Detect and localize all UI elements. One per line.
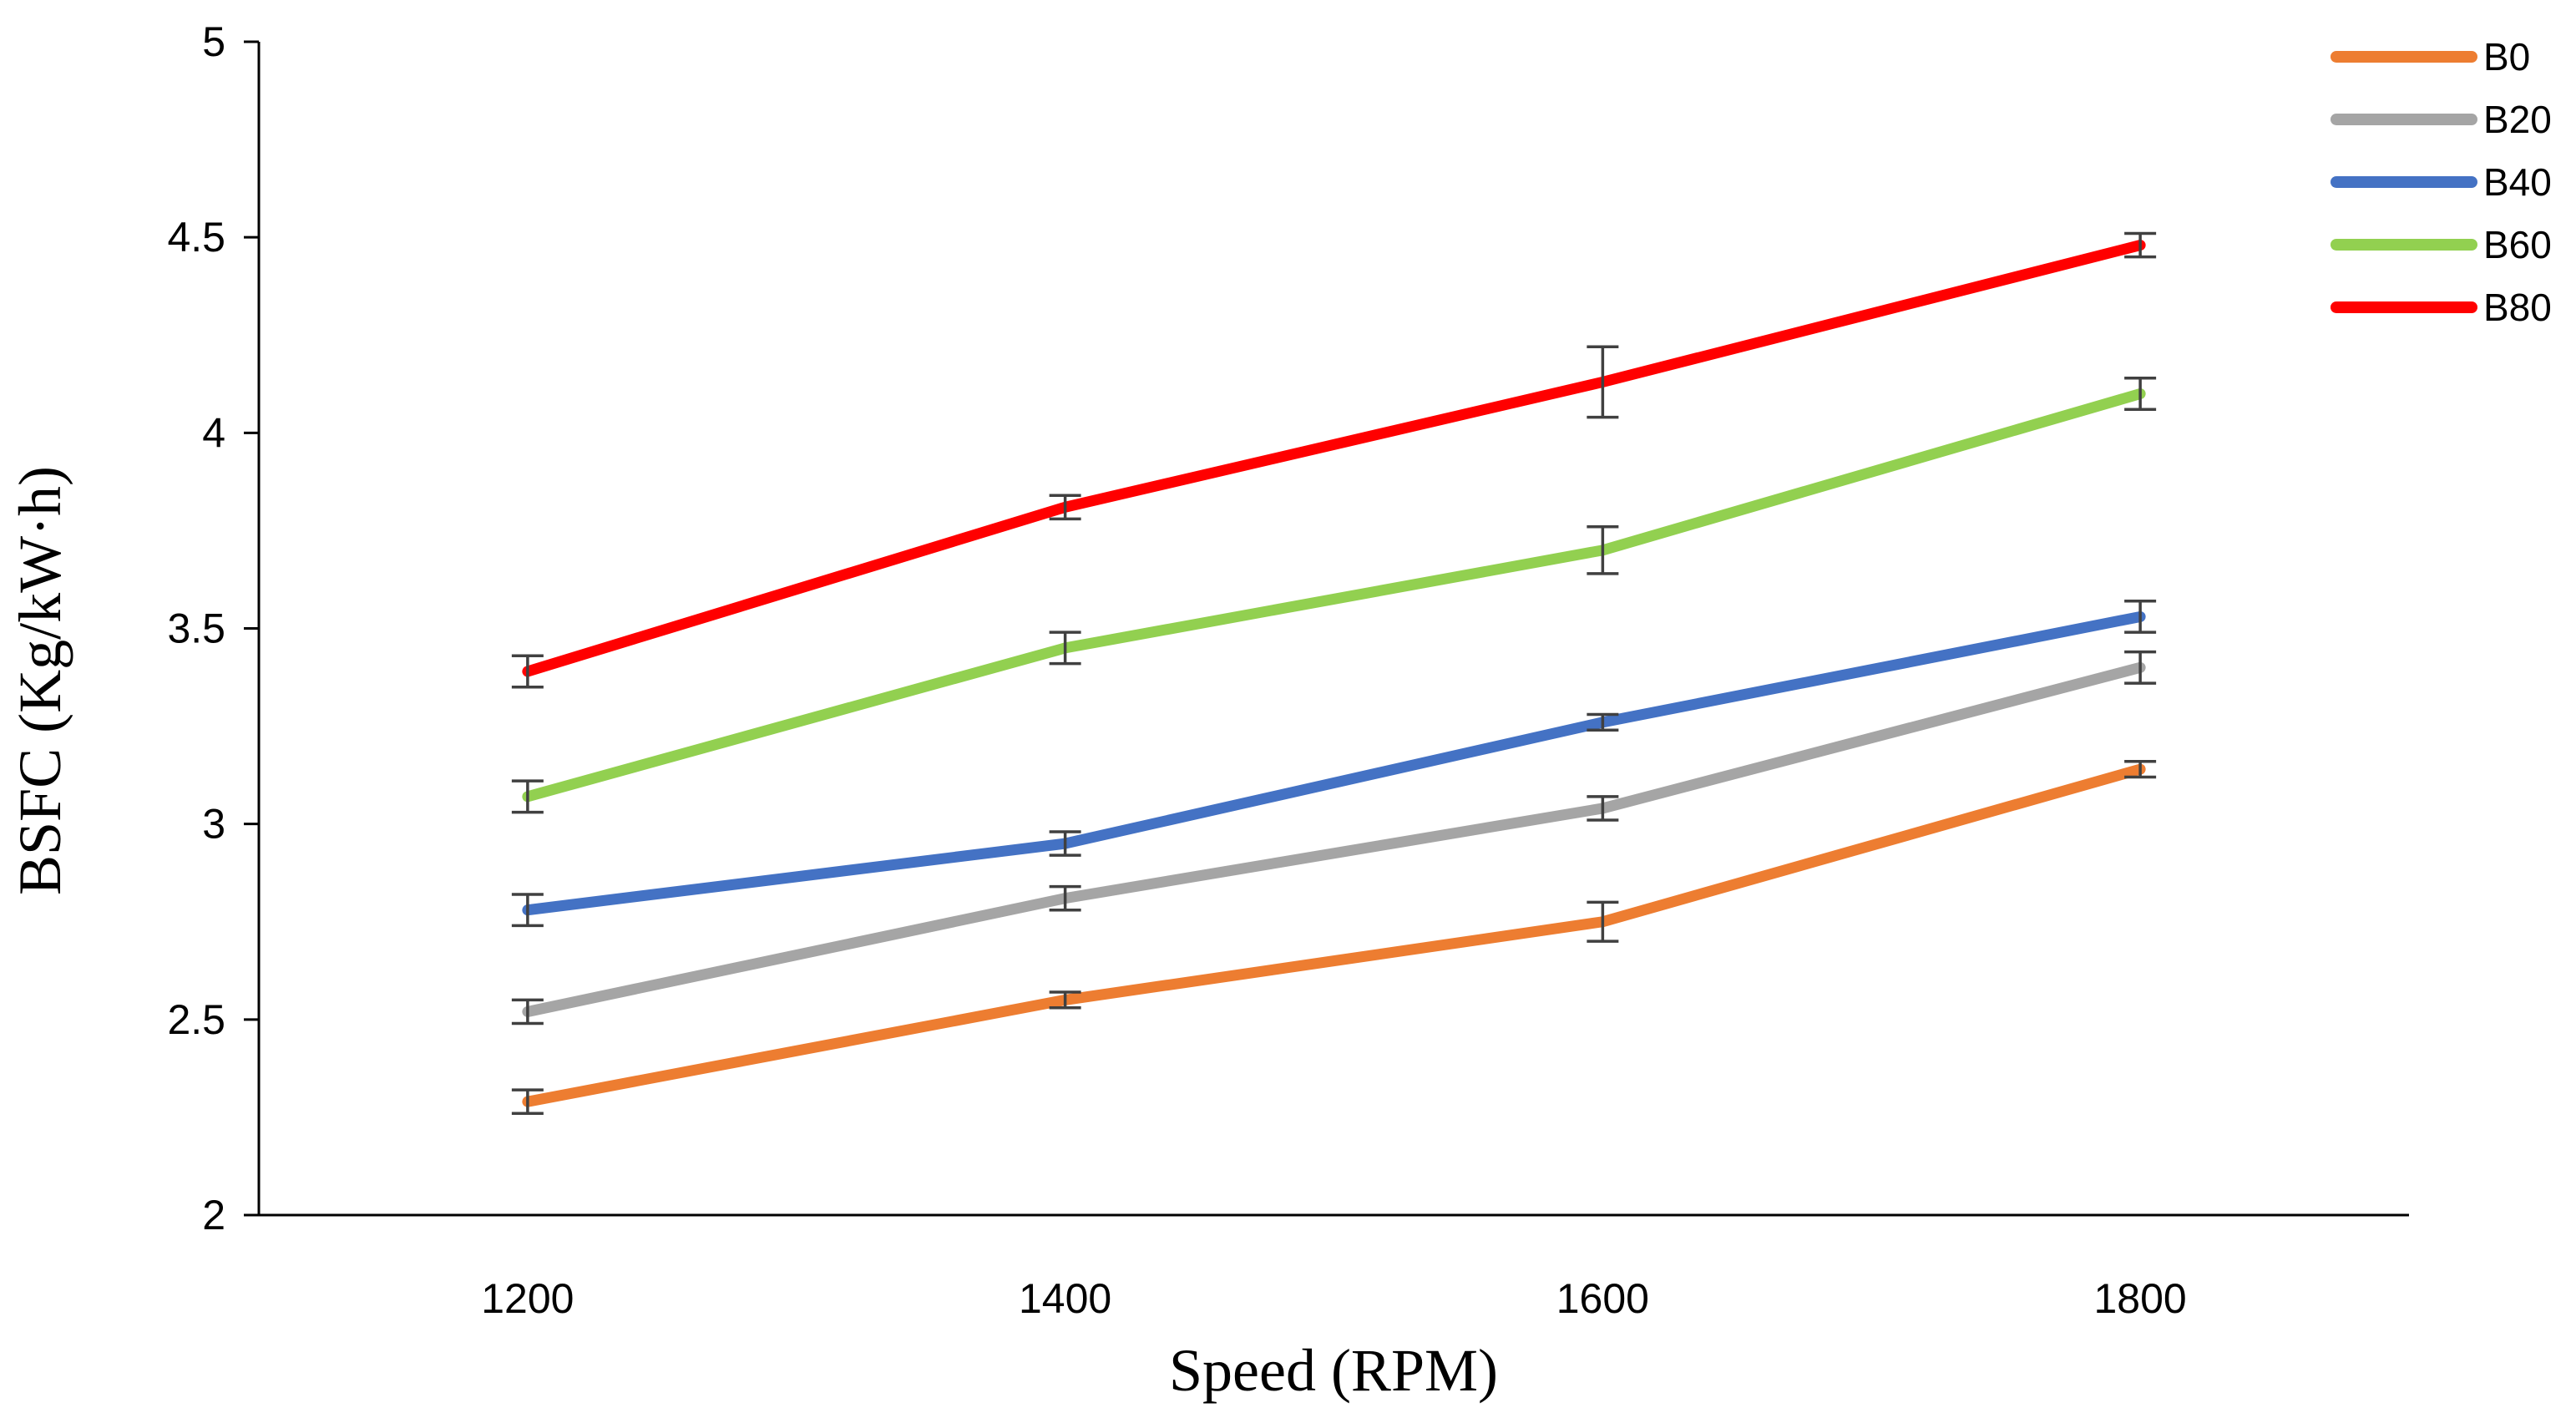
y-tick-label: 4.5	[167, 214, 225, 261]
y-tick-label: 3.5	[167, 605, 225, 652]
x-tick-label: 1600	[1556, 1275, 1649, 1322]
y-axis-title: BSFC (Kg/kW·h)	[7, 466, 73, 895]
legend-label-b0: B0	[2483, 35, 2530, 78]
axes: 2 2.5 3 3.5 4 4.5 5 1200 1400 1600 1800	[167, 18, 2409, 1322]
x-tick-label: 1400	[1019, 1275, 1111, 1322]
series-line-b0	[522, 763, 2146, 1107]
y-tick-label: 5	[202, 18, 225, 65]
legend-label-b20: B20	[2483, 98, 2552, 141]
y-tick-label: 2.5	[167, 996, 225, 1043]
series-line-b20	[522, 661, 2146, 1017]
series-line-b80	[522, 240, 2146, 677]
series-line-b40	[522, 610, 2146, 916]
x-tick-label: 1800	[2094, 1275, 2187, 1322]
x-axis-title: Speed (RPM)	[1169, 1337, 1498, 1404]
y-tick-label: 4	[202, 409, 225, 456]
y-tick-label: 2	[202, 1192, 225, 1238]
legend: B0 B20 B40 B60 B80	[2331, 35, 2552, 329]
legend-label-b80: B80	[2483, 286, 2552, 329]
legend-label-b60: B60	[2483, 223, 2552, 266]
series-line-b60	[522, 388, 2146, 803]
y-tick-label: 3	[202, 801, 225, 848]
x-tick-label: 1200	[481, 1275, 574, 1322]
legend-label-b40: B40	[2483, 160, 2552, 204]
plot-area	[511, 231, 2157, 1115]
